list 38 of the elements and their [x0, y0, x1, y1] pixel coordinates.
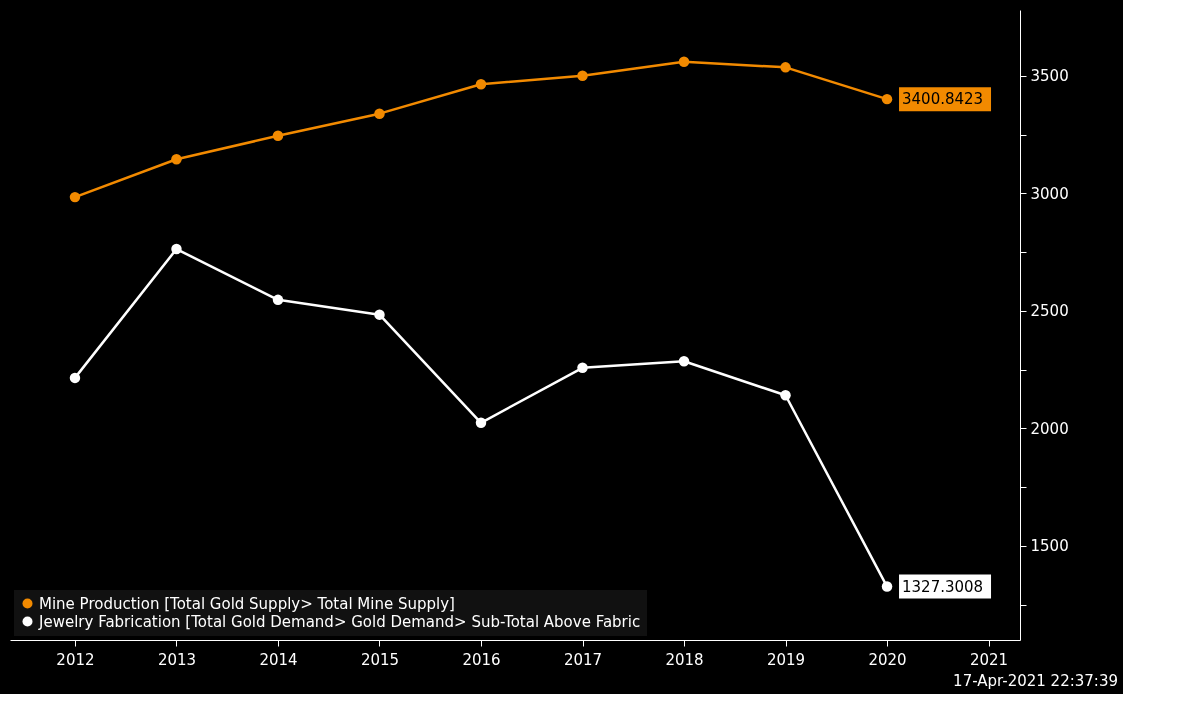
- legend-label: Mine Production [Total Gold Supply> Total Mine Supply]: [39, 594, 455, 613]
- point: [272, 294, 284, 306]
- x-tick-label: 2016: [462, 650, 501, 669]
- x-tick-label: 2014: [259, 650, 298, 669]
- point: [374, 309, 385, 320]
- x-tick-label: 2012: [56, 650, 95, 669]
- x-tick-label: 2013: [157, 650, 197, 669]
- y-tick-label: 3500: [1030, 67, 1069, 86]
- point: [69, 372, 81, 384]
- point: [475, 417, 487, 429]
- y-tick-label: 3000: [1030, 184, 1069, 203]
- point: [475, 79, 487, 90]
- point: [881, 581, 893, 592]
- x-tick-label: 2015: [360, 650, 400, 669]
- x-tick-label: 2019: [766, 650, 806, 669]
- point: [577, 70, 588, 82]
- point: [881, 93, 893, 105]
- point: [780, 390, 791, 401]
- point: [374, 108, 385, 119]
- point: [272, 130, 284, 141]
- point: [69, 191, 81, 203]
- point: [171, 154, 182, 165]
- x-tick-label: 2017: [563, 650, 603, 669]
- y-tick-label: 2500: [1030, 302, 1069, 321]
- data-label: 1327.3008: [902, 577, 984, 596]
- text: 17-Apr-2021 22:37:39: [953, 672, 1118, 690]
- point: [171, 243, 182, 255]
- point: [678, 355, 690, 367]
- x-tick-label: 2020: [868, 650, 907, 669]
- y-tick-label: 2000: [1030, 419, 1069, 438]
- x-tick-label: 2018: [665, 650, 704, 669]
- point: [678, 56, 690, 67]
- legend-label: Jewelry Fabrication [Total Gold Demand> Gold Demand> Sub-Total Above Fabric: [38, 612, 641, 631]
- point: [780, 62, 791, 73]
- y-tick-label: 1500: [1030, 537, 1069, 556]
- x-tick-label: 2021: [969, 650, 1009, 669]
- data-label: 3400.8423: [902, 90, 984, 109]
- point: [577, 362, 588, 374]
